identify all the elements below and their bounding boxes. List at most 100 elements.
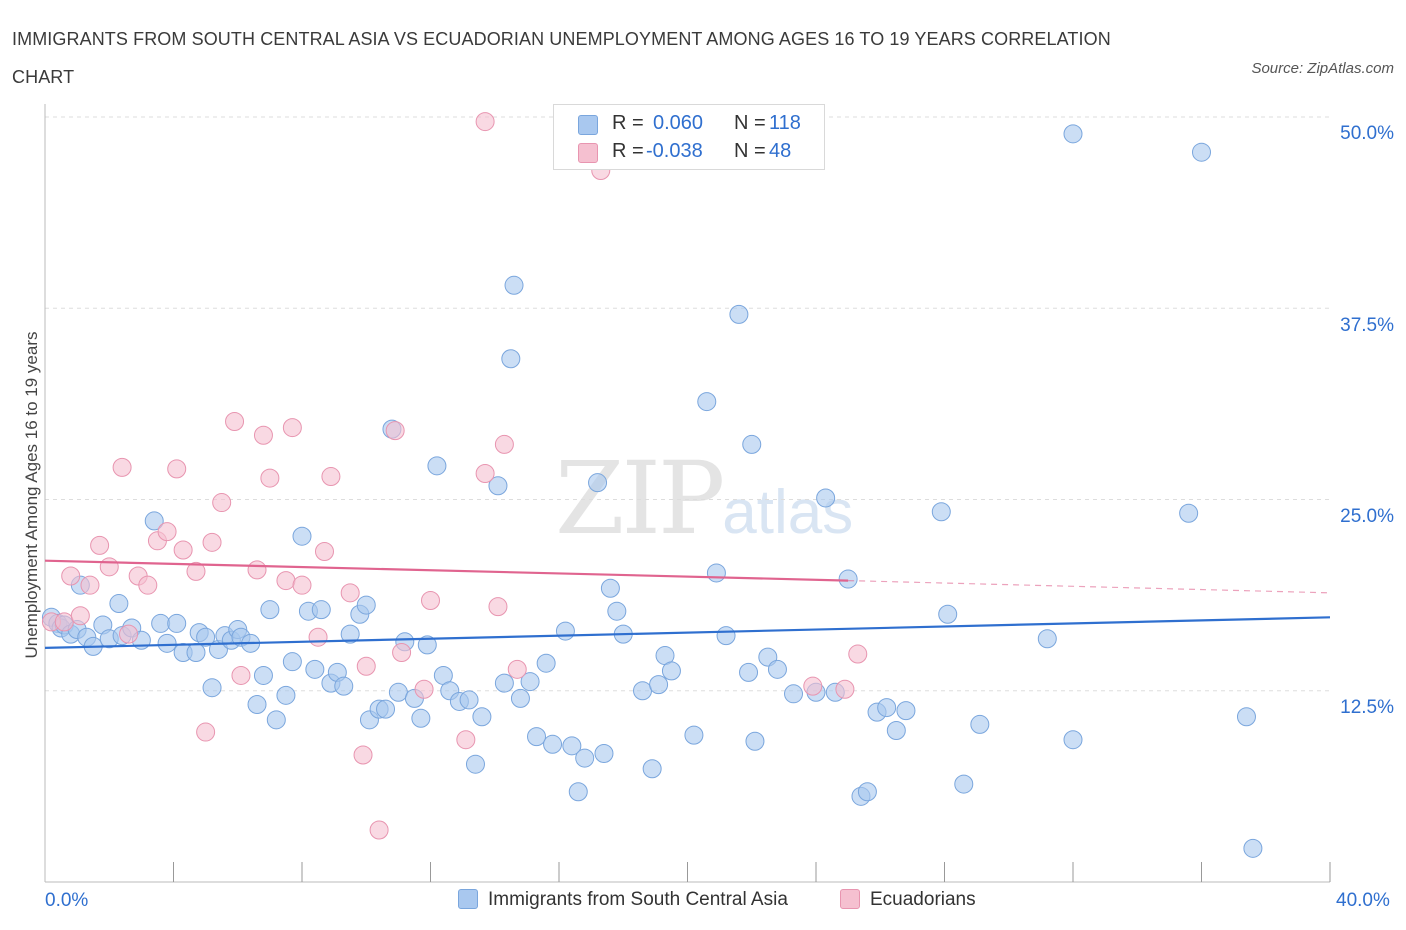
point-south-central-asia xyxy=(292,526,312,546)
point-south-central-asia xyxy=(494,673,514,693)
point-south-central-asia xyxy=(536,653,556,673)
point-south-central-asia xyxy=(767,659,787,679)
y-tick-label-37-5: 37.5% xyxy=(1340,315,1394,336)
point-south-central-asia xyxy=(1063,124,1083,144)
point-south-central-asia xyxy=(588,473,608,493)
point-south-central-asia xyxy=(600,578,620,598)
point-south-central-asia xyxy=(520,672,540,692)
point-ecuadorians xyxy=(225,411,245,431)
point-south-central-asia xyxy=(501,349,521,369)
point-ecuadorians xyxy=(202,532,222,552)
point-south-central-asia xyxy=(954,774,974,794)
point-ecuadorians xyxy=(70,606,90,626)
bottom-legend-swatch-pink xyxy=(840,889,860,909)
point-south-central-asia xyxy=(334,676,354,696)
point-south-central-asia xyxy=(742,434,762,454)
point-ecuadorians xyxy=(119,624,139,644)
point-ecuadorians xyxy=(475,463,495,483)
point-ecuadorians xyxy=(276,571,296,591)
point-south-central-asia xyxy=(109,594,129,614)
trend-line-south-central-asia xyxy=(44,616,1331,650)
point-south-central-asia xyxy=(633,681,653,701)
point-south-central-asia xyxy=(465,754,485,774)
point-ecuadorians xyxy=(157,522,177,542)
legend-r-value: 0.060 xyxy=(653,112,704,134)
point-ecuadorians xyxy=(507,659,527,679)
point-ecuadorians xyxy=(488,597,508,617)
legend-swatch-pink xyxy=(578,143,598,163)
point-ecuadorians xyxy=(494,434,514,454)
point-south-central-asia xyxy=(886,721,906,741)
point-ecuadorians xyxy=(456,730,476,750)
legend-r-label: R = xyxy=(612,140,644,162)
point-south-central-asia xyxy=(745,731,765,751)
point-ecuadorians xyxy=(475,112,495,132)
point-south-central-asia xyxy=(276,685,296,705)
point-south-central-asia xyxy=(716,626,736,646)
point-south-central-asia xyxy=(1192,142,1211,162)
point-ecuadorians xyxy=(61,566,81,586)
point-south-central-asia xyxy=(510,688,530,708)
point-south-central-asia xyxy=(427,456,447,476)
point-south-central-asia xyxy=(305,659,325,679)
point-ecuadorians xyxy=(196,722,216,742)
point-ecuadorians xyxy=(282,418,302,438)
point-ecuadorians xyxy=(54,612,74,632)
point-south-central-asia xyxy=(649,675,669,695)
x-tick-label-min: 0.0% xyxy=(45,890,89,911)
point-south-central-asia xyxy=(575,748,595,768)
bottom-legend-label-blue: Immigrants from South Central Asia xyxy=(488,889,788,910)
bottom-legend-label-pink: Ecuadorians xyxy=(870,889,976,910)
point-south-central-asia xyxy=(488,476,508,496)
point-south-central-asia xyxy=(253,665,273,685)
point-south-central-asia xyxy=(562,736,582,756)
legend-n-label: N = xyxy=(734,112,766,134)
point-south-central-asia xyxy=(543,734,563,754)
point-ecuadorians xyxy=(385,421,405,441)
point-south-central-asia xyxy=(167,613,187,633)
point-ecuadorians xyxy=(392,643,412,662)
legend-r-label: R = xyxy=(612,112,644,134)
point-south-central-asia xyxy=(282,652,302,672)
trend-line-ecuadorians-extension xyxy=(848,579,1331,594)
chart-title: IMMIGRANTS FROM SOUTH CENTRAL ASIA VS EC… xyxy=(12,29,1111,87)
point-south-central-asia xyxy=(729,304,749,324)
bottom-legend-swatch-blue xyxy=(458,889,478,909)
point-south-central-asia xyxy=(388,682,408,702)
point-south-central-asia xyxy=(568,782,588,802)
point-south-central-asia xyxy=(311,600,331,620)
legend: R = 0.060 N = 118 R = -0.038 N = 48 xyxy=(553,104,825,170)
point-ecuadorians xyxy=(90,535,110,555)
point-ecuadorians xyxy=(253,425,273,445)
legend-swatch-blue xyxy=(578,115,598,135)
point-ecuadorians xyxy=(414,679,434,699)
point-south-central-asia xyxy=(784,684,804,704)
source-credit: Source: ZipAtlas.com xyxy=(1251,60,1394,77)
point-south-central-asia xyxy=(417,635,437,655)
point-south-central-asia xyxy=(186,643,206,662)
point-south-central-asia xyxy=(527,727,547,747)
point-south-central-asia xyxy=(607,601,627,621)
point-ecuadorians xyxy=(356,656,376,676)
y-tick-label-25: 25.0% xyxy=(1340,506,1394,527)
point-south-central-asia xyxy=(1243,838,1263,858)
point-south-central-asia xyxy=(151,613,171,633)
point-south-central-asia xyxy=(697,392,717,412)
point-ecuadorians xyxy=(803,676,823,696)
point-south-central-asia xyxy=(356,595,376,615)
point-ecuadorians xyxy=(340,583,360,603)
point-south-central-asia xyxy=(938,604,958,624)
point-south-central-asia xyxy=(472,707,492,727)
point-ecuadorians xyxy=(99,557,119,577)
point-south-central-asia xyxy=(838,569,858,589)
x-tick-label-max: 40.0% xyxy=(1336,890,1390,911)
point-ecuadorians xyxy=(314,542,334,562)
point-south-central-asia xyxy=(266,710,286,730)
point-south-central-asia xyxy=(196,627,216,647)
point-south-central-asia xyxy=(157,633,177,653)
point-ecuadorians xyxy=(848,644,868,664)
point-south-central-asia xyxy=(642,759,662,779)
y-tick-label-50: 50.0% xyxy=(1340,123,1394,144)
point-ecuadorians xyxy=(292,575,312,595)
